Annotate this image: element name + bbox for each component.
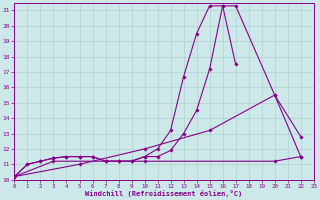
X-axis label: Windchill (Refroidissement éolien,°C): Windchill (Refroidissement éolien,°C) bbox=[85, 190, 243, 197]
